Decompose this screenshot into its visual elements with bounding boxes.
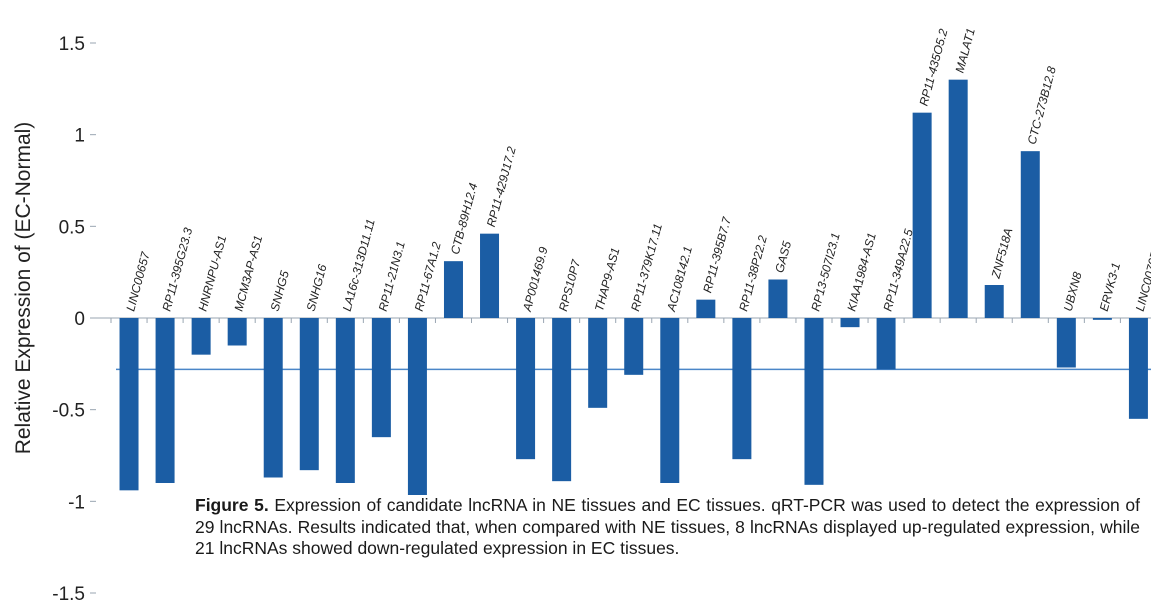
bar bbox=[732, 318, 752, 460]
bar-label: RP11-429J17.2 bbox=[484, 145, 519, 229]
bar-label: RPS10P7 bbox=[556, 257, 584, 313]
bar bbox=[1092, 318, 1112, 320]
bar-label: RP11-435O5.2 bbox=[916, 27, 950, 107]
bar-label: THAP9-AS1 bbox=[592, 246, 622, 313]
bar bbox=[119, 318, 139, 491]
bar bbox=[948, 79, 968, 319]
bar bbox=[624, 318, 644, 375]
y-axis: 1.5 1 0.5 0 -0.5 -1 -1.5 bbox=[52, 34, 1121, 605]
y-tick-label: -1 bbox=[68, 492, 85, 513]
bar bbox=[552, 318, 572, 482]
bar bbox=[1056, 318, 1076, 368]
bar bbox=[407, 318, 427, 496]
bar-label: RP11-21N3.1 bbox=[376, 240, 408, 313]
bar bbox=[804, 318, 824, 485]
bar bbox=[371, 318, 391, 438]
bar bbox=[516, 318, 536, 460]
bar-label: RP11-395B7.7 bbox=[700, 214, 734, 294]
bar bbox=[155, 318, 175, 483]
bar-label: RP11-379K17.11 bbox=[628, 222, 665, 313]
bar bbox=[660, 318, 680, 483]
bar bbox=[984, 285, 1004, 318]
bar-label: LA16c-313D11.11 bbox=[340, 217, 378, 312]
bar bbox=[299, 318, 319, 471]
bar bbox=[227, 318, 247, 346]
y-tick-label: 1.5 bbox=[59, 34, 85, 55]
y-axis-title: Relative Expression of (EC-Normal) bbox=[12, 122, 35, 455]
bar-label: RP11-349A22.5 bbox=[880, 227, 915, 313]
y-tick-label: -0.5 bbox=[52, 401, 85, 422]
bar-label: KIAA1984-AS1 bbox=[844, 231, 878, 313]
y-tick-label: -1.5 bbox=[52, 584, 85, 605]
bar-label: GAS5 bbox=[772, 239, 794, 274]
bar-label: LINC00657 bbox=[123, 249, 153, 313]
bar bbox=[263, 318, 283, 478]
bar-label: CTB-89H12.4 bbox=[448, 181, 481, 256]
bar-label: UBXN8 bbox=[1061, 270, 1085, 313]
bar bbox=[480, 233, 500, 318]
bar bbox=[1128, 318, 1148, 419]
caption-text: Expression of candidate lncRNA in NE tis… bbox=[195, 495, 1140, 558]
bar bbox=[335, 318, 355, 483]
bar bbox=[1020, 151, 1040, 318]
figure-caption: Figure 5. Expression of candidate lncRNA… bbox=[187, 495, 1140, 560]
bar bbox=[191, 318, 211, 355]
bar-series bbox=[119, 79, 1148, 496]
bar bbox=[912, 112, 932, 319]
bar-label: SNHG16 bbox=[304, 262, 330, 312]
bar bbox=[768, 279, 788, 318]
bar bbox=[840, 318, 860, 328]
bar bbox=[588, 318, 608, 408]
figure-label: Figure 5. bbox=[195, 495, 269, 515]
bar-label: ERVK3-1 bbox=[1097, 261, 1123, 313]
bar-label: ZNF518A bbox=[988, 227, 1015, 281]
bar bbox=[696, 299, 716, 318]
bar-label: AC108142.1 bbox=[664, 245, 695, 314]
bar-label: MALAT1 bbox=[953, 27, 978, 75]
bar-label: CTC-273B12.8 bbox=[1025, 65, 1059, 146]
bar-category-labels: LINC00657 RP11-395G23.3 HNRNPU-AS1 MCM3AP-A… bbox=[123, 27, 1151, 314]
bar-label: SNHG5 bbox=[268, 269, 292, 313]
bar-label: HNRNPU-AS1 bbox=[195, 234, 229, 313]
bar bbox=[443, 261, 463, 318]
y-tick-label: 0 bbox=[74, 309, 85, 330]
bar-label: RP11-67A1.2 bbox=[412, 240, 444, 313]
y-tick-label: 1 bbox=[74, 126, 85, 147]
bar-label: MCM3AP-AS1 bbox=[232, 234, 266, 313]
bar-label: RP11-395G23.3 bbox=[159, 226, 195, 313]
bar-label: RP11-38P22.2 bbox=[736, 234, 770, 313]
bar bbox=[876, 318, 896, 370]
bar-label: AP001469.9 bbox=[520, 245, 551, 314]
y-tick-label: 0.5 bbox=[59, 217, 85, 238]
bar-label: LINC00707 bbox=[1133, 249, 1151, 313]
bar-label: RP13-507I23.1 bbox=[808, 231, 842, 313]
